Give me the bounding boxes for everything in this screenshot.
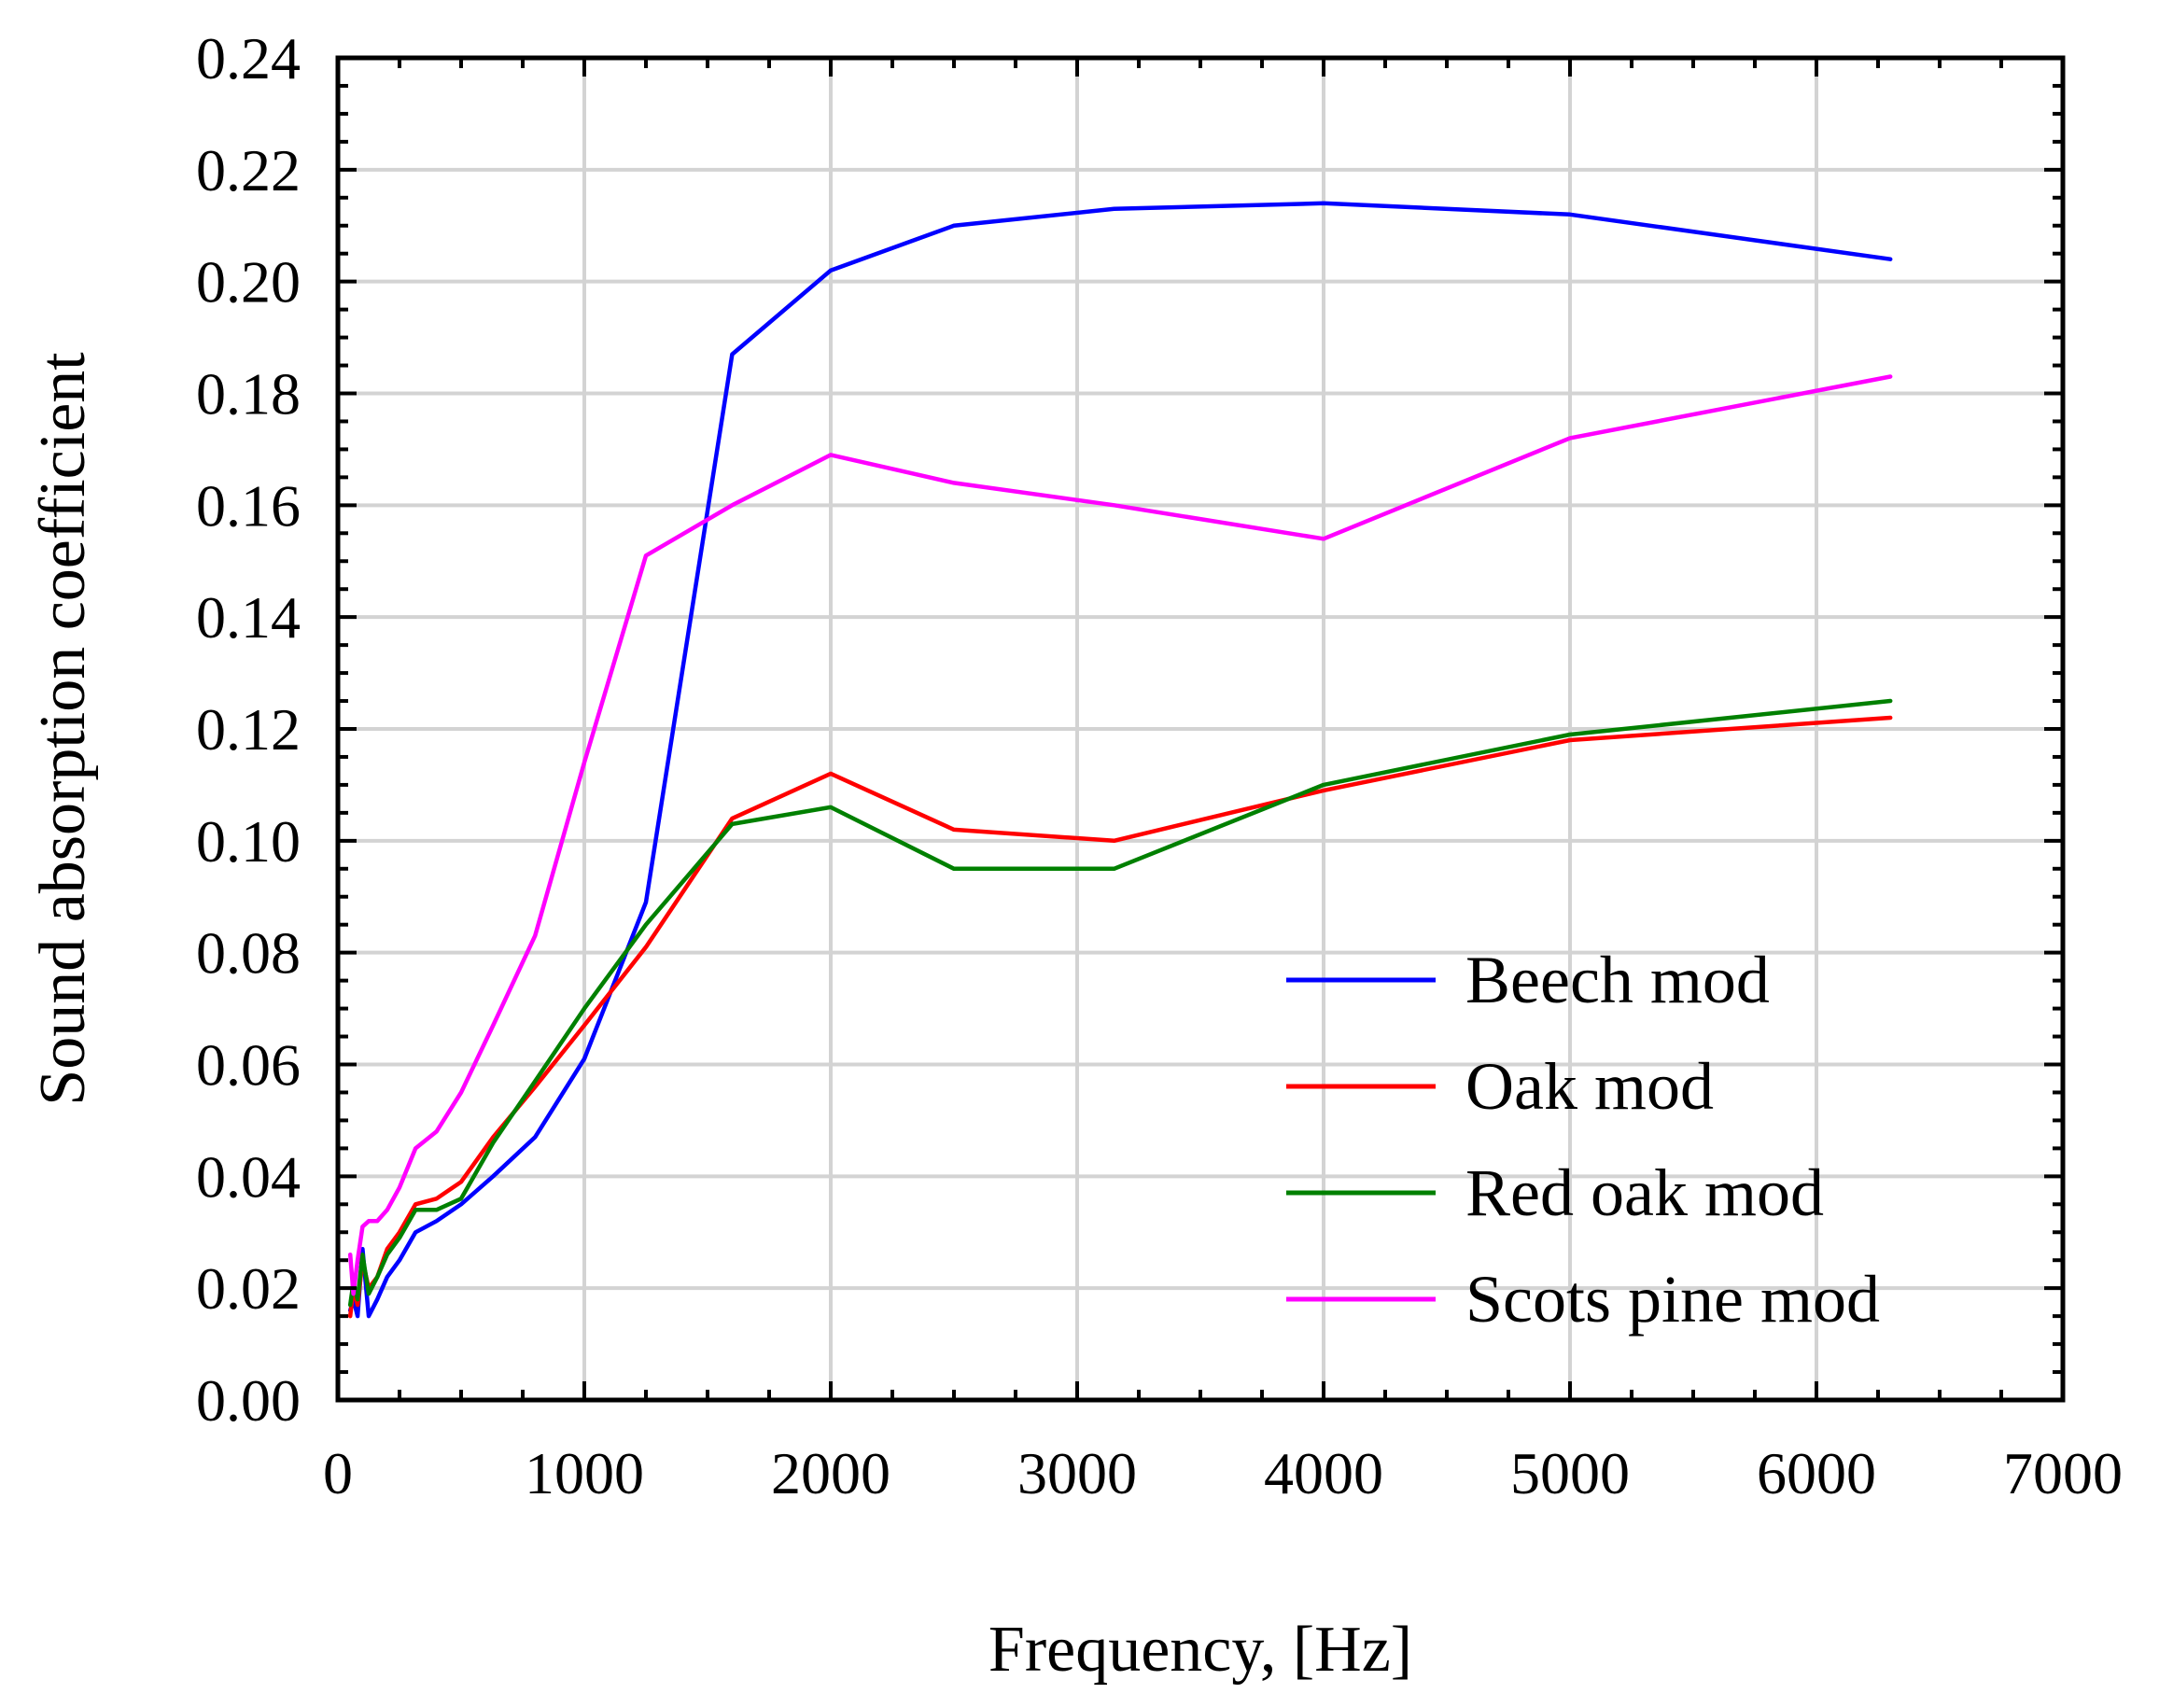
legend-label-red-oak-mod: Red oak mod (1465, 1155, 1824, 1230)
y-tick-label: 0.16 (196, 472, 301, 539)
legend-label-oak-mod: Oak mod (1465, 1049, 1714, 1124)
y-tick-label: 0.14 (196, 584, 301, 651)
y-tick-label: 0.02 (196, 1255, 301, 1322)
y-tick-label: 0.22 (196, 137, 301, 203)
y-axis-title: Sound absorption coefficient (27, 352, 99, 1106)
y-tick-label: 0.12 (196, 696, 301, 763)
beech-mod-line (347, 201, 1893, 1319)
x-tick-label: 0 (323, 1440, 353, 1506)
y-axis-tick-labels: 0.00 0.02 0.04 0.06 0.08 0.10 0.12 0.14 0.16 0.18… (196, 25, 301, 1434)
x-tick-label: 6000 (1757, 1440, 1876, 1506)
y-tick-label: 0.20 (196, 249, 301, 315)
x-axis-title: Frequency, [Hz] (988, 1614, 1412, 1686)
x-tick-label: 2000 (771, 1440, 890, 1506)
legend-label-scots-pine-mod: Scots pine mod (1465, 1262, 1880, 1337)
y-tick-label: 0.06 (196, 1032, 301, 1099)
x-tick-label: 1000 (525, 1440, 644, 1506)
y-tick-label: 0.24 (196, 25, 301, 91)
y-tick-label: 0.08 (196, 920, 301, 987)
grid-lines (338, 58, 2063, 1400)
legend-label-beech-mod: Beech mod (1465, 943, 1770, 1017)
x-axis-tick-labels: 0 1000 2000 3000 4000 5000 6000 7000 (323, 1440, 2123, 1506)
y-tick-label: 0.10 (196, 808, 301, 875)
x-tick-label: 4000 (1264, 1440, 1383, 1506)
y-tick-label: 0.00 (196, 1367, 301, 1434)
scots-pine-mod-line (347, 374, 1893, 1296)
x-tick-label: 7000 (2003, 1440, 2123, 1506)
y-tick-label: 0.04 (196, 1143, 301, 1210)
legend: Beech mod Oak mod Red oak mod Scots pine mo… (1286, 943, 1880, 1337)
axis-ticks (336, 56, 2065, 1402)
red-oak-mod-line (347, 698, 1893, 1308)
series-lines (347, 201, 1893, 1319)
x-tick-label: 3000 (1017, 1440, 1137, 1506)
x-tick-label: 5000 (1510, 1440, 1630, 1506)
y-tick-label: 0.18 (196, 361, 301, 427)
